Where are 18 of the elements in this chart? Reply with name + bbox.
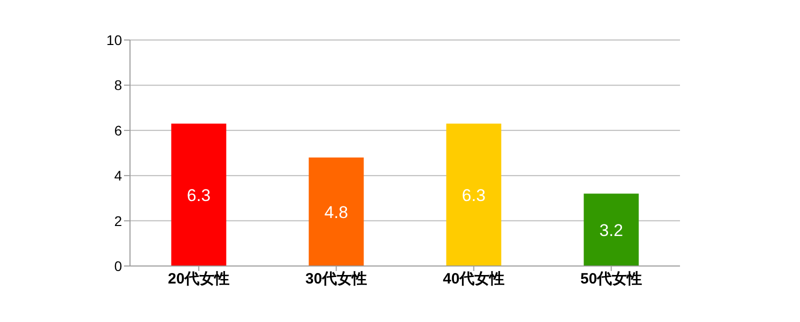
x-tick-label: 50代女性 <box>580 270 642 288</box>
y-tick-label: 0 <box>114 258 122 274</box>
y-tick-label: 6 <box>114 122 122 138</box>
data-label: 6.3 <box>186 186 211 205</box>
y-tick-label: 2 <box>114 212 122 229</box>
bar <box>171 124 226 266</box>
y-tick-label: 8 <box>114 77 122 94</box>
data-label: 6.3 <box>462 186 486 205</box>
x-tick-label: 30代女性 <box>305 270 368 288</box>
data-label: 4.8 <box>324 202 348 222</box>
y-tick-label: 10 <box>106 32 122 48</box>
bar <box>446 124 502 266</box>
bar <box>308 158 364 266</box>
bar <box>584 194 639 266</box>
x-tick-label: 40代女性 <box>442 270 505 288</box>
y-tick-label: 4 <box>114 168 122 184</box>
data-label: 3.2 <box>599 220 624 240</box>
x-tick-label: 20代女性 <box>168 270 230 288</box>
